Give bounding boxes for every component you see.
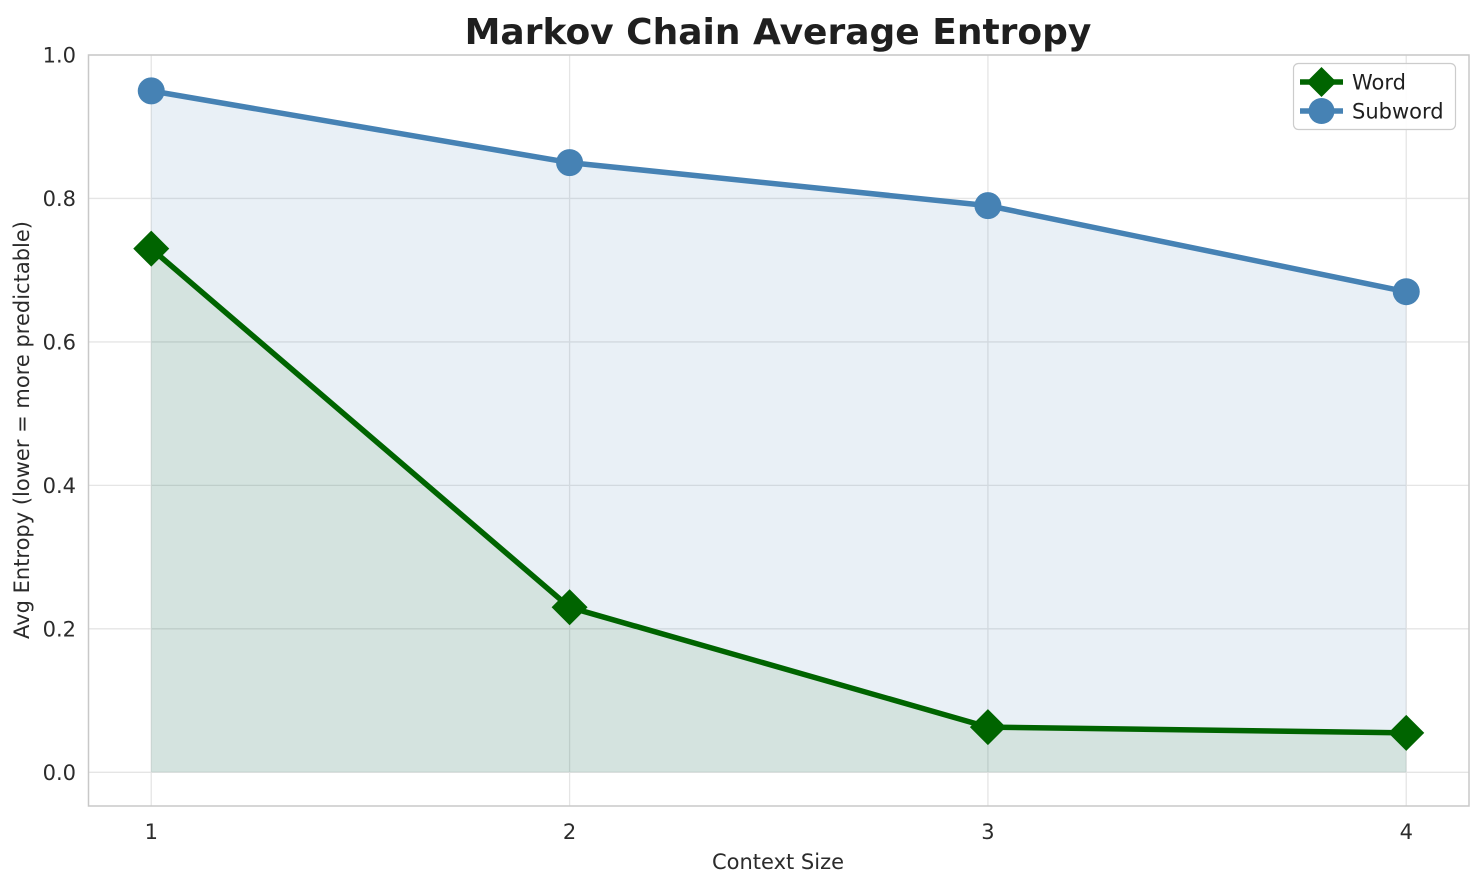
word-diamond-icon [1306, 67, 1337, 97]
legend-label-subword: Subword [1352, 100, 1444, 124]
chart-title: Markov Chain Average Entropy [465, 12, 1092, 53]
x-tick-label: 2 [563, 820, 576, 844]
word-area-fill [151, 248, 1407, 773]
word-marker [969, 709, 1006, 746]
legend-item-subword: Subword [1300, 98, 1444, 124]
plot-border [87, 54, 1470, 807]
subword-circle-icon [1308, 98, 1335, 124]
subword-marker [974, 192, 1002, 220]
subword-area-fill [151, 90, 1407, 773]
legend: Word Subword [1292, 62, 1457, 131]
y-axis-label: Avg Entropy (lower = more predictable) [10, 221, 34, 639]
area-fills [151, 90, 1407, 773]
x-tick-label: 3 [981, 820, 994, 844]
word-marker [133, 230, 170, 267]
subword-marker [1392, 278, 1420, 306]
x-tick-label: 1 [145, 820, 158, 844]
series-lines [148, 88, 1409, 736]
x-tick-label: 4 [1400, 820, 1413, 844]
series-markers [133, 77, 1425, 751]
y-tick-label: 1.0 [43, 44, 76, 68]
x-axis-label: Context Size [712, 850, 844, 874]
word-marker [551, 589, 588, 626]
y-tick-label: 0.8 [43, 187, 76, 211]
subword-marker [556, 149, 584, 177]
y-tick-label: 0.4 [43, 474, 76, 498]
y-tick-label: 0.2 [43, 617, 76, 641]
word-line [148, 245, 1409, 736]
subword-marker [137, 77, 165, 105]
y-tick-label: 0.6 [43, 330, 76, 354]
legend-label-word: Word [1352, 71, 1406, 95]
y-tick-label: 0.0 [43, 761, 76, 785]
tick-labels: 0.0 0.2 0.4 0.6 0.8 1.0 1 2 3 4 [43, 44, 1413, 845]
legend-item-word: Word [1300, 67, 1406, 97]
subword-line [148, 88, 1409, 295]
word-marker [1388, 714, 1425, 751]
